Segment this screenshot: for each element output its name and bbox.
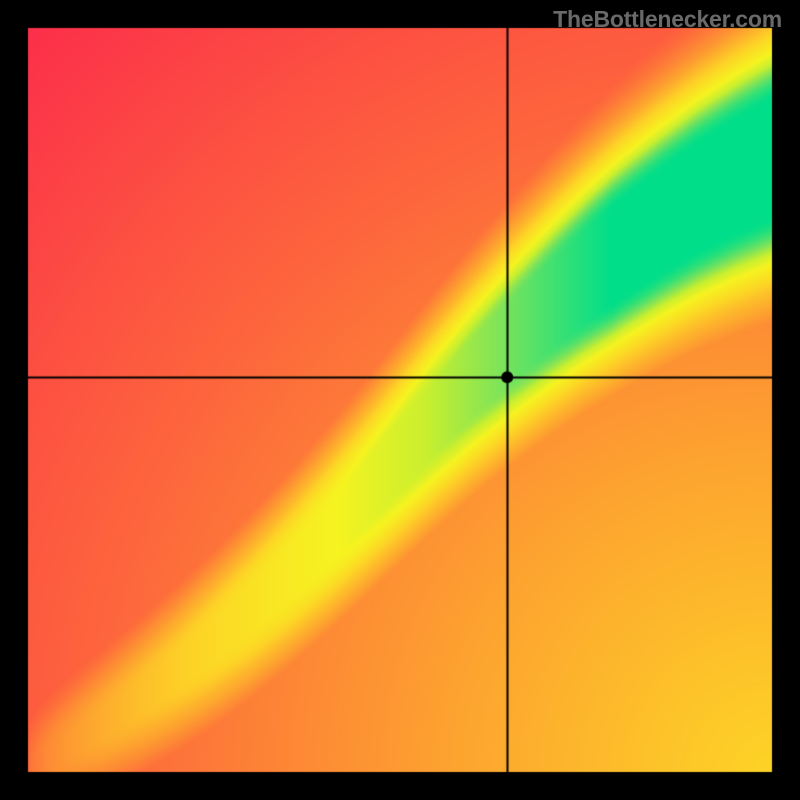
bottleneck-heatmap-canvas bbox=[0, 0, 800, 800]
chart-container: TheBottlenecker.com bbox=[0, 0, 800, 800]
watermark-label: TheBottlenecker.com bbox=[553, 6, 782, 33]
